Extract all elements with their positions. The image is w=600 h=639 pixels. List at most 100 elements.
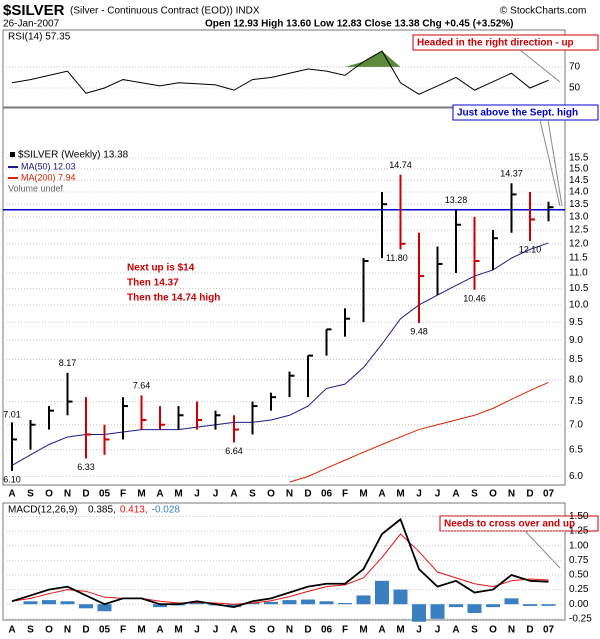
x-tick-label: D: [304, 625, 311, 636]
y-tick-label: 70: [569, 62, 581, 73]
x-tick-label: J: [194, 625, 200, 636]
price-panel: [2, 107, 566, 486]
x-tick-label: A: [8, 625, 15, 636]
annotation: Then 14.37: [127, 278, 179, 289]
x-tick-label: F: [120, 489, 126, 500]
legend-label: MA(50) 12.03: [21, 161, 76, 171]
histogram-bar: [449, 604, 463, 608]
price-title: $SILVER (Weekly) 13.38: [18, 150, 129, 161]
histogram-bar: [301, 599, 315, 605]
x-tick-label: D: [526, 489, 533, 500]
arrow: [539, 119, 561, 207]
x-tick-label: F: [120, 625, 126, 636]
x-tick-label: J: [194, 489, 200, 500]
histogram-bar: [486, 604, 500, 608]
point-label: 6.64: [225, 446, 243, 456]
histogram-bar: [97, 604, 112, 612]
x-tick-label: J: [213, 625, 219, 636]
annotation: Then the 14.74 high: [127, 293, 220, 304]
x-tick-label: M: [174, 625, 182, 636]
annotation: Headed in the right direction - up: [417, 38, 574, 49]
date: 26-Jan-2007: [3, 19, 60, 30]
x-tick-label: A: [230, 625, 237, 636]
x-tick-label: D: [526, 625, 533, 636]
x-tick-label: 05: [99, 489, 111, 500]
rsi-panel: [2, 29, 566, 108]
histogram-bar: [190, 603, 204, 605]
x-tick-label: S: [471, 625, 478, 636]
histogram-bar: [79, 604, 93, 609]
x-tick-label: M: [174, 489, 182, 500]
y-tick-label: 12.0: [569, 238, 589, 249]
x-tick-label: M: [396, 625, 404, 636]
macd-panel: [2, 502, 566, 621]
legend-label: MA(200) 7.94: [21, 172, 76, 182]
legend-label: 0.385,: [88, 505, 116, 516]
point-label: 11.80: [386, 253, 408, 263]
histogram-bar: [23, 601, 38, 605]
x-tick-label: N: [508, 489, 515, 500]
x-tick-label: O: [489, 489, 497, 500]
x-tick-label: N: [286, 489, 293, 500]
x-tick-label: A: [8, 489, 15, 500]
x-tick-label: S: [27, 625, 34, 636]
macd-title: MACD(12,26,9): [8, 505, 77, 516]
legend-volume: Volume undef: [8, 183, 64, 193]
x-tick-label: 07: [543, 489, 555, 500]
y-tick-label: 1.00: [569, 540, 589, 551]
x-tick-label: M: [396, 489, 404, 500]
histogram-bar: [412, 604, 426, 622]
x-tick-label: S: [249, 625, 256, 636]
x-tick-label: N: [64, 489, 71, 500]
y-tick-label: -0.25: [569, 613, 592, 624]
x-tick-label: D: [82, 489, 89, 500]
x-tick-label: 06: [321, 625, 333, 636]
arrow: [519, 49, 561, 83]
x-tick-label: O: [489, 625, 497, 636]
histogram-bar: [393, 589, 408, 605]
x-tick-label: N: [286, 625, 293, 636]
x-tick-label: O: [267, 489, 275, 500]
point-label: 7.64: [133, 381, 151, 391]
y-tick-label: 8.0: [569, 375, 583, 386]
chart-subtitle: (Silver - Continuous Contract (EOD)) IND…: [70, 6, 260, 17]
y-tick-label: 50: [569, 83, 581, 94]
overbought-fill: [363, 51, 382, 67]
rsi-title: RSI(14) 57.35: [8, 32, 71, 43]
y-tick-label: 9.5: [569, 317, 583, 328]
histogram-bar: [375, 580, 389, 605]
arrow: [524, 530, 561, 569]
y-tick-label: 9.0: [569, 335, 583, 346]
x-tick-label: 06: [321, 489, 333, 500]
x-tick-label: F: [342, 625, 348, 636]
point-label: 12.10: [519, 244, 542, 254]
point-label: 9.48: [410, 326, 428, 336]
y-tick-label: 1.25: [569, 526, 589, 537]
y-tick-label: 10.5: [569, 283, 589, 294]
histogram-bar: [356, 595, 371, 605]
y-tick-label: 11.0: [569, 268, 588, 279]
x-tick-label: 07: [543, 625, 555, 636]
y-tick-label: 14.5: [569, 175, 589, 186]
x-tick-label: J: [435, 625, 441, 636]
histogram-bar: [153, 604, 167, 608]
point-label: 10.46: [463, 293, 486, 303]
quote: Open 12.93 High 13.60 Low 12.83 Close 13…: [205, 19, 513, 30]
histogram-bar: [541, 604, 556, 606]
annotation-box: [452, 104, 599, 121]
y-tick-label: 7.0: [569, 419, 583, 430]
y-tick-label: 0.50: [569, 570, 589, 581]
point-label: 14.74: [389, 160, 412, 170]
x-tick-label: S: [27, 489, 34, 500]
rsi-line: [11, 50, 549, 95]
x-tick-label: N: [508, 625, 515, 636]
x-tick-label: O: [45, 625, 53, 636]
legend-swatch: [10, 152, 15, 157]
x-tick-label: A: [378, 489, 385, 500]
macd-line: [11, 517, 549, 609]
x-tick-label: A: [452, 625, 459, 636]
histogram-bar: [430, 604, 445, 619]
point-label: 6.10: [3, 474, 21, 484]
x-tick-label: A: [156, 625, 163, 636]
